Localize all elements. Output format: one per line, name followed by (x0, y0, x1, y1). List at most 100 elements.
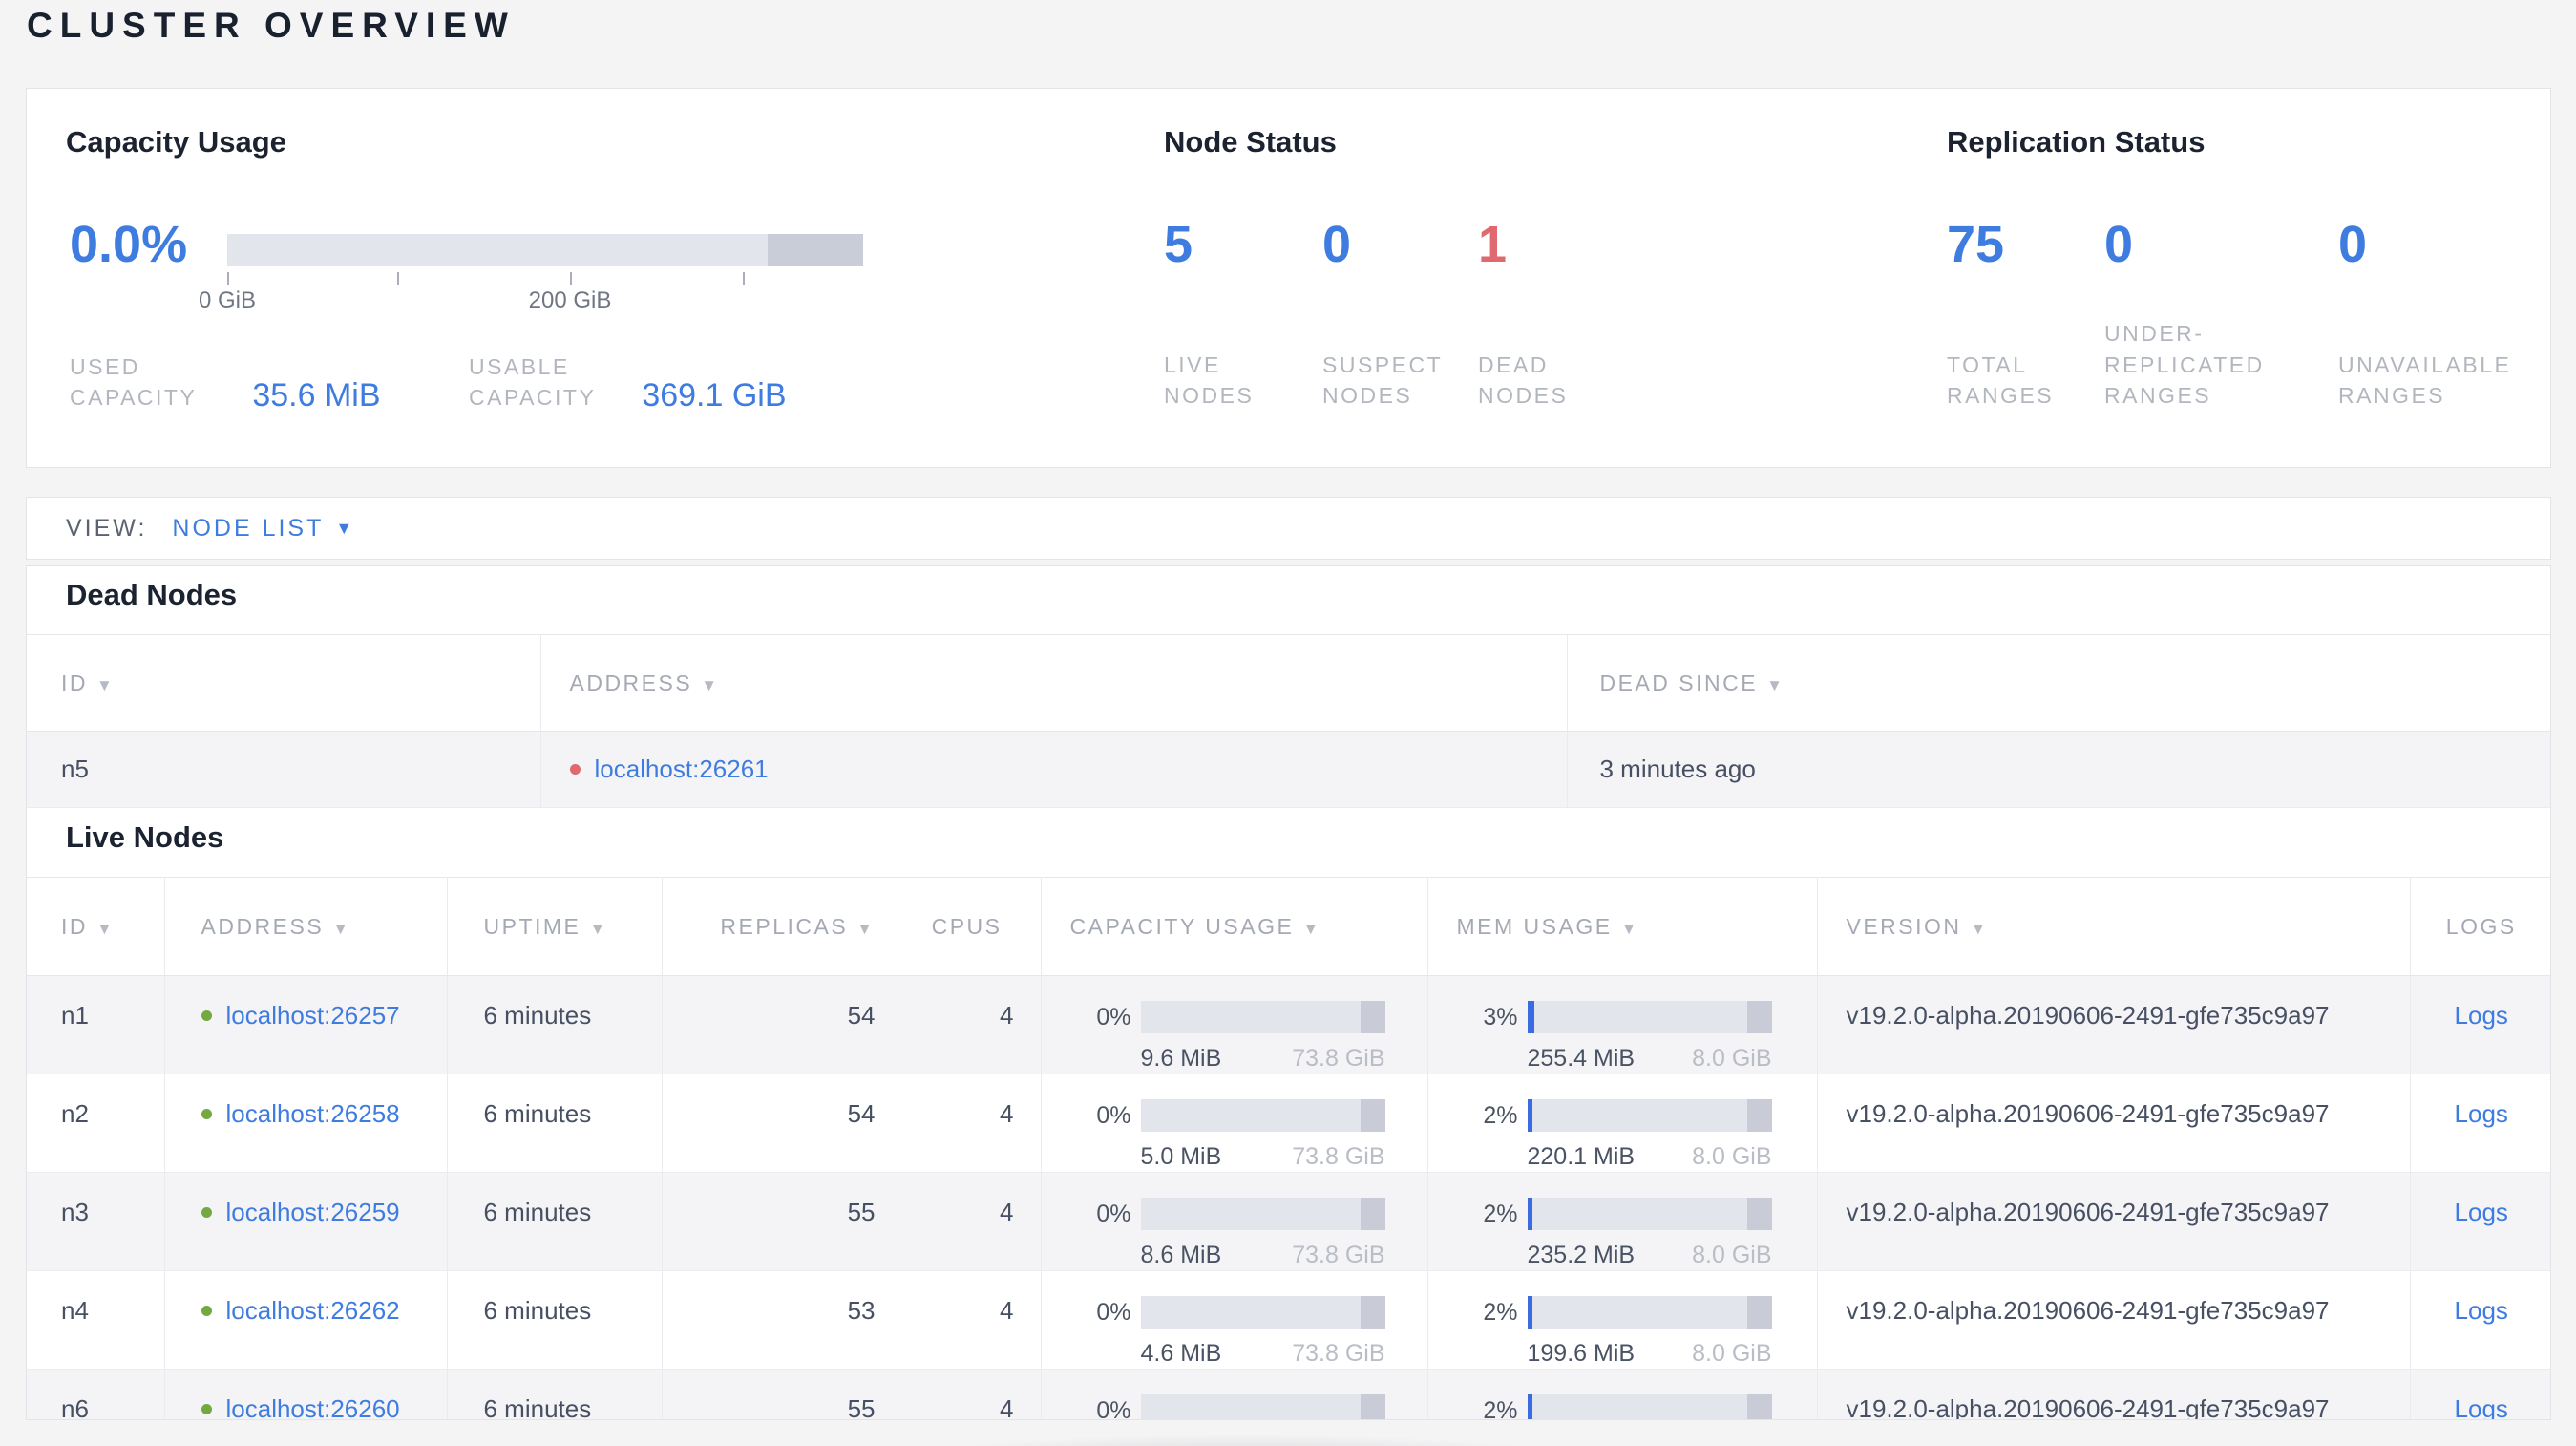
node-address-link[interactable]: localhost:26257 (225, 1001, 400, 1030)
live-col-header-version[interactable]: VERSION ▼ (1817, 877, 2411, 976)
used-capacity-stat: USED CAPACITY 35.6 MiB (70, 351, 381, 414)
node-address-cell: localhost:26262 (164, 1270, 448, 1370)
capacity-total-value: 73.8 GiB (1292, 1340, 1385, 1367)
total-ranges-count: 75 (1947, 216, 2005, 273)
used-capacity-value: 35.6 MiB (252, 377, 381, 414)
node-cpus-cell: 4 (897, 1074, 1042, 1173)
node-address-link[interactable]: localhost:26261 (594, 755, 769, 783)
node-logs-cell: Logs (2410, 1172, 2550, 1271)
capacity-percent: 0.0% (70, 216, 188, 273)
live-status-dot-icon (201, 1109, 212, 1119)
axis-tick (570, 272, 572, 285)
dead-col-header-address[interactable]: ADDRESS ▼ (540, 634, 1568, 732)
live-node-row: n3 localhost:26259 6 minutes 55 4 0% 8.6… (27, 1172, 2550, 1271)
mem-mini-bar (1527, 1198, 1772, 1230)
node-capacity-usage-cell: 0% 4.6 MiB 73.8 GiB (1041, 1270, 1428, 1370)
dropdown-arrow-icon: ▼ (335, 518, 356, 538)
mem-used-value: 220.1 MiB (1527, 1143, 1636, 1170)
usable-capacity-label: USABLE CAPACITY (469, 353, 597, 411)
live-nodes-label: LIVE NODES (1164, 351, 1255, 409)
mem-total-value: 8.0 GiB (1692, 1143, 1772, 1170)
capacity-used-value: 9.6 MiB (1140, 1045, 1222, 1072)
dead-col-header-dead-since[interactable]: DEAD SINCE ▼ (1567, 634, 2550, 732)
node-address-link[interactable]: localhost:26262 (225, 1296, 400, 1325)
mem-total-value: 8.0 GiB (1692, 1045, 1772, 1072)
node-mem-usage-cell: 2% 199.6 MiB 8.0 GiB (1427, 1270, 1818, 1370)
view-selector-dropdown[interactable]: NODE LIST ▼ (172, 515, 355, 542)
node-uptime-cell: 6 minutes (447, 1074, 663, 1173)
capacity-reserved-segment (768, 234, 863, 266)
logs-link[interactable]: Logs (2454, 1099, 2508, 1128)
axis-tick-label: 0 GiB (198, 287, 257, 313)
axis-tick (227, 272, 229, 285)
axis-tick (743, 272, 745, 285)
capacity-total-value: 73.8 GiB (1292, 1045, 1385, 1072)
live-status-dot-icon (201, 1404, 212, 1414)
node-uptime-cell: 6 minutes (447, 1172, 663, 1271)
sort-descending-icon: ▼ (589, 919, 608, 938)
dead-nodes-label: DEAD NODES (1478, 351, 1569, 409)
node-capacity-usage-cell: 0% 8.6 MiB 73.8 GiB (1041, 1172, 1428, 1271)
logs-link[interactable]: Logs (2454, 1394, 2508, 1420)
unavailable-ranges-count: 0 (2338, 216, 2368, 273)
node-status-title: Node Status (1164, 125, 1337, 159)
node-id-cell: n4 (27, 1270, 165, 1370)
live-node-row: n4 localhost:26262 6 minutes 53 4 0% 4.6… (27, 1270, 2550, 1370)
live-col-header-id[interactable]: ID ▼ (27, 877, 165, 976)
node-capacity-usage-cell: 0% 5.0 MiB 73.8 GiB (1041, 1074, 1428, 1173)
node-mem-usage-cell: 3% 255.4 MiB 8.0 GiB (1427, 975, 1818, 1074)
capacity-total-value: 73.8 GiB (1292, 1143, 1385, 1170)
node-address-link[interactable]: localhost:26260 (225, 1394, 400, 1420)
node-mem-usage-cell: 2% 235.2 MiB 8.0 GiB (1427, 1172, 1818, 1271)
mem-percent-label: 3% (1483, 1003, 1518, 1031)
node-version-cell: v19.2.0-alpha.20190606-2491-gfe735c9a97 (1817, 975, 2411, 1074)
capacity-used-value: 8.6 MiB (1140, 1242, 1222, 1268)
sort-descending-icon: ▼ (1970, 919, 1989, 938)
dead-nodes-heading: Dead Nodes (66, 578, 238, 611)
live-nodes-count: 5 (1164, 216, 1193, 273)
node-cpus-cell: 4 (897, 1369, 1042, 1419)
node-cpus-cell: 4 (897, 1270, 1042, 1370)
live-status-dot-icon (201, 1010, 212, 1021)
capacity-total-value: 73.8 GiB (1292, 1242, 1385, 1268)
capacity-mini-bar (1140, 1099, 1385, 1132)
live-col-header-cpus[interactable]: CPUS (897, 877, 1042, 976)
capacity-used-value: 4.6 MiB (1140, 1340, 1222, 1367)
node-logs-cell: Logs (2410, 1369, 2550, 1420)
mem-used-value: 255.4 MiB (1527, 1045, 1636, 1072)
mem-total-value: 8.0 GiB (1692, 1242, 1772, 1268)
live-col-header-mem-usage[interactable]: MEM USAGE ▼ (1427, 877, 1818, 976)
node-address-cell: localhost:26261 (540, 731, 1568, 808)
logs-link[interactable]: Logs (2454, 1198, 2508, 1226)
node-replicas-cell: 53 (662, 1270, 897, 1370)
live-table-header-row: ID ▼ ADDRESS ▼ UPTIME ▼ REPLICAS ▼ CPUS (27, 877, 2550, 976)
capacity-mini-bar (1140, 1198, 1385, 1230)
mem-mini-bar (1527, 1296, 1772, 1329)
live-col-header-replicas[interactable]: REPLICAS ▼ (662, 877, 897, 976)
dead-nodes-count: 1 (1478, 216, 1508, 273)
window-shadow (687, 1420, 1795, 1446)
mem-used-value: 199.6 MiB (1527, 1340, 1636, 1367)
suspect-nodes-label: SUSPECT NODES (1322, 351, 1444, 409)
node-cpus-cell: 4 (897, 975, 1042, 1074)
dead-col-header-id[interactable]: ID ▼ (27, 634, 541, 732)
node-replicas-cell: 55 (662, 1369, 897, 1419)
logs-link[interactable]: Logs (2454, 1001, 2508, 1030)
live-status-dot-icon (201, 1306, 212, 1316)
node-id-cell: n2 (27, 1074, 165, 1173)
node-replicas-cell: 54 (662, 1074, 897, 1173)
capacity-used-value: 5.0 MiB (1140, 1143, 1222, 1170)
replication-status-title: Replication Status (1947, 125, 2206, 159)
logs-link[interactable]: Logs (2454, 1296, 2508, 1325)
suspect-nodes-count: 0 (1322, 216, 1352, 273)
under-replicated-ranges-count: 0 (2104, 216, 2134, 273)
live-col-header-capacity-usage[interactable]: CAPACITY USAGE ▼ (1041, 877, 1428, 976)
node-address-link[interactable]: localhost:26259 (225, 1198, 400, 1226)
live-nodes-table: ID ▼ ADDRESS ▼ UPTIME ▼ REPLICAS ▼ CPUS (27, 877, 2550, 1420)
live-status-dot-icon (201, 1207, 212, 1218)
live-col-header-logs: LOGS (2410, 877, 2550, 976)
live-col-header-uptime[interactable]: UPTIME ▼ (447, 877, 663, 976)
node-address-link[interactable]: localhost:26258 (225, 1099, 400, 1128)
live-col-header-address[interactable]: ADDRESS ▼ (164, 877, 448, 976)
